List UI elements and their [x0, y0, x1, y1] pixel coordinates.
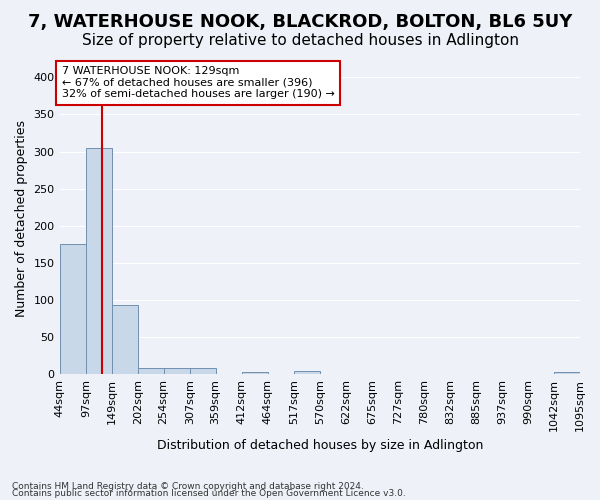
Bar — [86, 148, 112, 374]
Text: 7, WATERHOUSE NOOK, BLACKROD, BOLTON, BL6 5UY: 7, WATERHOUSE NOOK, BLACKROD, BOLTON, BL… — [28, 12, 572, 30]
Bar — [294, 372, 320, 374]
Y-axis label: Number of detached properties: Number of detached properties — [15, 120, 28, 317]
Text: Contains HM Land Registry data © Crown copyright and database right 2024.: Contains HM Land Registry data © Crown c… — [12, 482, 364, 491]
X-axis label: Distribution of detached houses by size in Adlington: Distribution of detached houses by size … — [157, 440, 483, 452]
Bar — [59, 244, 86, 374]
Text: Contains public sector information licensed under the Open Government Licence v3: Contains public sector information licen… — [12, 490, 406, 498]
Bar — [164, 368, 190, 374]
Bar — [190, 368, 215, 374]
Text: 7 WATERHOUSE NOOK: 129sqm
← 67% of detached houses are smaller (396)
32% of semi: 7 WATERHOUSE NOOK: 129sqm ← 67% of detac… — [62, 66, 335, 100]
Bar — [554, 372, 580, 374]
Bar — [138, 368, 164, 374]
Text: Size of property relative to detached houses in Adlington: Size of property relative to detached ho… — [82, 32, 518, 48]
Bar — [112, 306, 138, 374]
Bar — [242, 372, 268, 374]
